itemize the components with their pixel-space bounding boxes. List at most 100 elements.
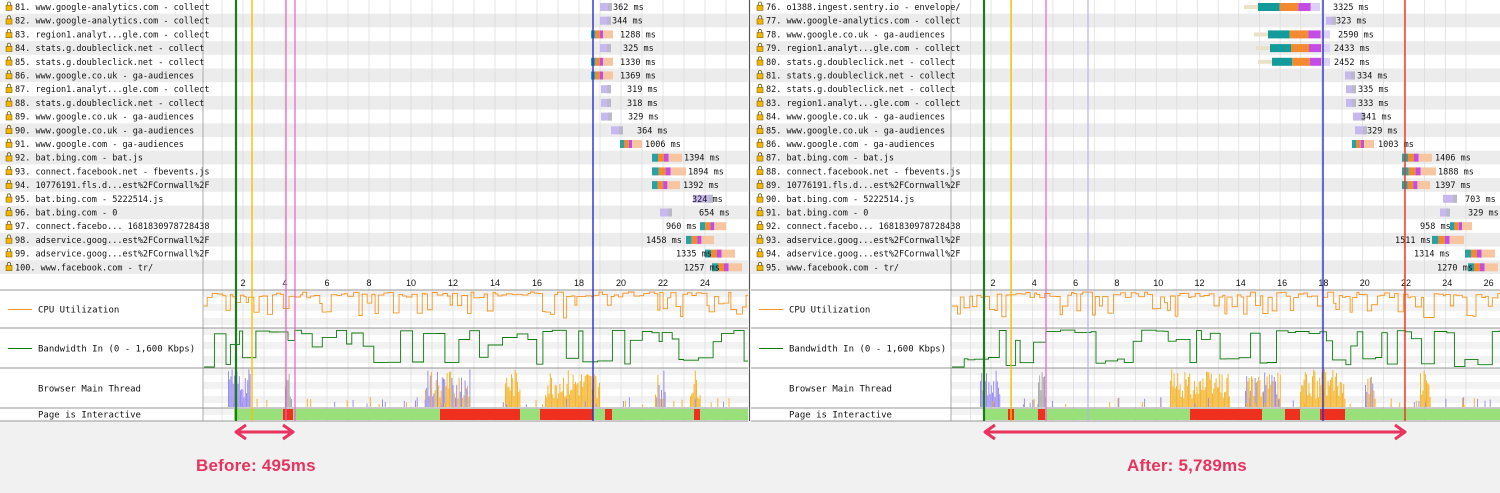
- main-thread-spike: [509, 390, 511, 407]
- main-thread-spike: [1321, 371, 1323, 407]
- main-thread-spike: [1029, 403, 1031, 407]
- main-thread-spike: [1425, 399, 1427, 407]
- main-thread-spike: [723, 401, 724, 407]
- main-thread-spike: [1220, 392, 1222, 407]
- main-thread-spike: [1366, 391, 1368, 407]
- request-bar: [600, 16, 611, 25]
- main-thread-spike: [439, 397, 441, 407]
- main-thread-spike: [564, 397, 566, 407]
- lock-icon: [756, 166, 764, 176]
- row-stripe: [0, 178, 748, 192]
- bandwidth-label: Bandwidth In (0 - 1,600 Kbps): [789, 345, 946, 355]
- request-label: 86. www.google.com - ga-audiences: [766, 140, 935, 150]
- request-bar: [601, 98, 611, 107]
- main-thread-spike: [505, 383, 506, 407]
- time-tick: 22: [658, 278, 668, 288]
- request-timing: 1397 ms: [1435, 181, 1471, 191]
- main-thread-spike: [1178, 404, 1180, 407]
- main-thread-spike: [1276, 398, 1278, 407]
- main-thread-spike: [545, 395, 546, 407]
- main-thread-spike: [366, 403, 368, 407]
- request-label: 95. www.facebook.com - tr/: [766, 263, 899, 273]
- main-thread-spike: [1340, 382, 1342, 407]
- main-thread-spike: [1445, 398, 1447, 407]
- main-thread-spike: [444, 403, 446, 407]
- main-thread-spike: [517, 381, 518, 407]
- main-thread-spike: [717, 398, 719, 407]
- main-thread-spike: [1218, 387, 1219, 407]
- request-timing: 1392 ms: [683, 181, 719, 191]
- request-timing: 1458 ms: [646, 236, 682, 246]
- main-thread-spike: [558, 393, 560, 407]
- row-stripe: [751, 123, 1500, 137]
- request-label: 89. www.google.co.uk - ga-audiences: [15, 113, 194, 123]
- main-thread-spike: [590, 375, 592, 407]
- main-thread-spike: [1173, 373, 1175, 407]
- main-thread-spike: [506, 377, 508, 407]
- main-thread-spike: [286, 379, 288, 407]
- request-label: 88. stats.g.doubleclick.net - collect: [15, 99, 204, 109]
- main-thread-spike: [1033, 398, 1035, 407]
- main-thread-spike: [1301, 385, 1303, 407]
- request-timing: 329 ms: [628, 113, 659, 123]
- main-thread-spike: [567, 370, 569, 407]
- main-thread-spike: [583, 381, 585, 407]
- main-thread-spike: [579, 381, 581, 407]
- main-thread-spike: [1215, 378, 1217, 407]
- main-thread-spike: [1039, 375, 1041, 407]
- main-thread-spike: [642, 404, 644, 407]
- main-thread-spike: [1197, 401, 1199, 407]
- row-stripe: [751, 68, 1500, 83]
- main-thread-spike: [1390, 398, 1392, 407]
- lock-icon: [5, 207, 13, 217]
- row-stripe: [751, 150, 1500, 165]
- main-thread-spike: [1144, 398, 1146, 407]
- main-thread-spike: [1306, 374, 1307, 407]
- main-thread-spike: [993, 381, 995, 407]
- main-thread-spike: [1278, 400, 1280, 407]
- main-thread-spike: [1266, 376, 1268, 407]
- main-thread-spike: [1427, 383, 1429, 407]
- main-thread-spike: [1194, 403, 1196, 407]
- main-thread-spike: [1371, 376, 1372, 407]
- main-thread-spike: [594, 374, 596, 407]
- main-thread-spike: [1338, 396, 1340, 407]
- request-label: 100. www.facebook.com - tr/: [15, 263, 153, 273]
- row-stripe: [751, 13, 1500, 28]
- main-thread-spike: [1260, 396, 1262, 407]
- main-thread-spike: [1171, 369, 1173, 407]
- request-label: 90. www.google.co.uk - ga-audiences: [15, 126, 194, 136]
- lock-icon: [756, 70, 764, 80]
- main-thread-spike: [681, 399, 683, 407]
- request-label: 84. www.google.co.uk - ga-audiences: [766, 113, 945, 123]
- request-timing: 1288 ms: [620, 30, 656, 40]
- main-thread-spike: [694, 399, 696, 407]
- main-thread-spike: [1336, 373, 1337, 407]
- metric-stripe: [951, 290, 1500, 297]
- main-thread-spike: [1206, 371, 1207, 407]
- request-bar: [620, 140, 642, 148]
- request-bar: [660, 208, 672, 217]
- main-thread-spike: [426, 387, 428, 407]
- main-thread-label: Browser Main Thread: [789, 385, 892, 395]
- row-stripe: [751, 260, 1500, 274]
- main-thread-spike: [1177, 373, 1179, 407]
- metric-stripe: [203, 368, 748, 375]
- request-bar: [652, 153, 682, 162]
- main-thread-spike: [458, 377, 460, 407]
- main-thread-spike: [987, 395, 989, 407]
- blocked-segment: [440, 409, 520, 420]
- main-thread-spike: [232, 383, 234, 407]
- main-thread-spike: [551, 378, 552, 407]
- lock-icon: [756, 124, 764, 134]
- main-thread-spike: [1224, 392, 1225, 407]
- main-thread-spike: [1194, 381, 1195, 407]
- main-thread-spike: [1326, 395, 1328, 407]
- request-bar: [1402, 181, 1430, 190]
- lock-icon: [5, 111, 13, 121]
- request-timing: 344 ms: [612, 17, 643, 27]
- main-thread-spike: [1318, 397, 1319, 407]
- main-thread-spike: [576, 384, 578, 407]
- main-thread-spike: [589, 375, 591, 407]
- request-timing: 1314 ms: [1414, 250, 1450, 260]
